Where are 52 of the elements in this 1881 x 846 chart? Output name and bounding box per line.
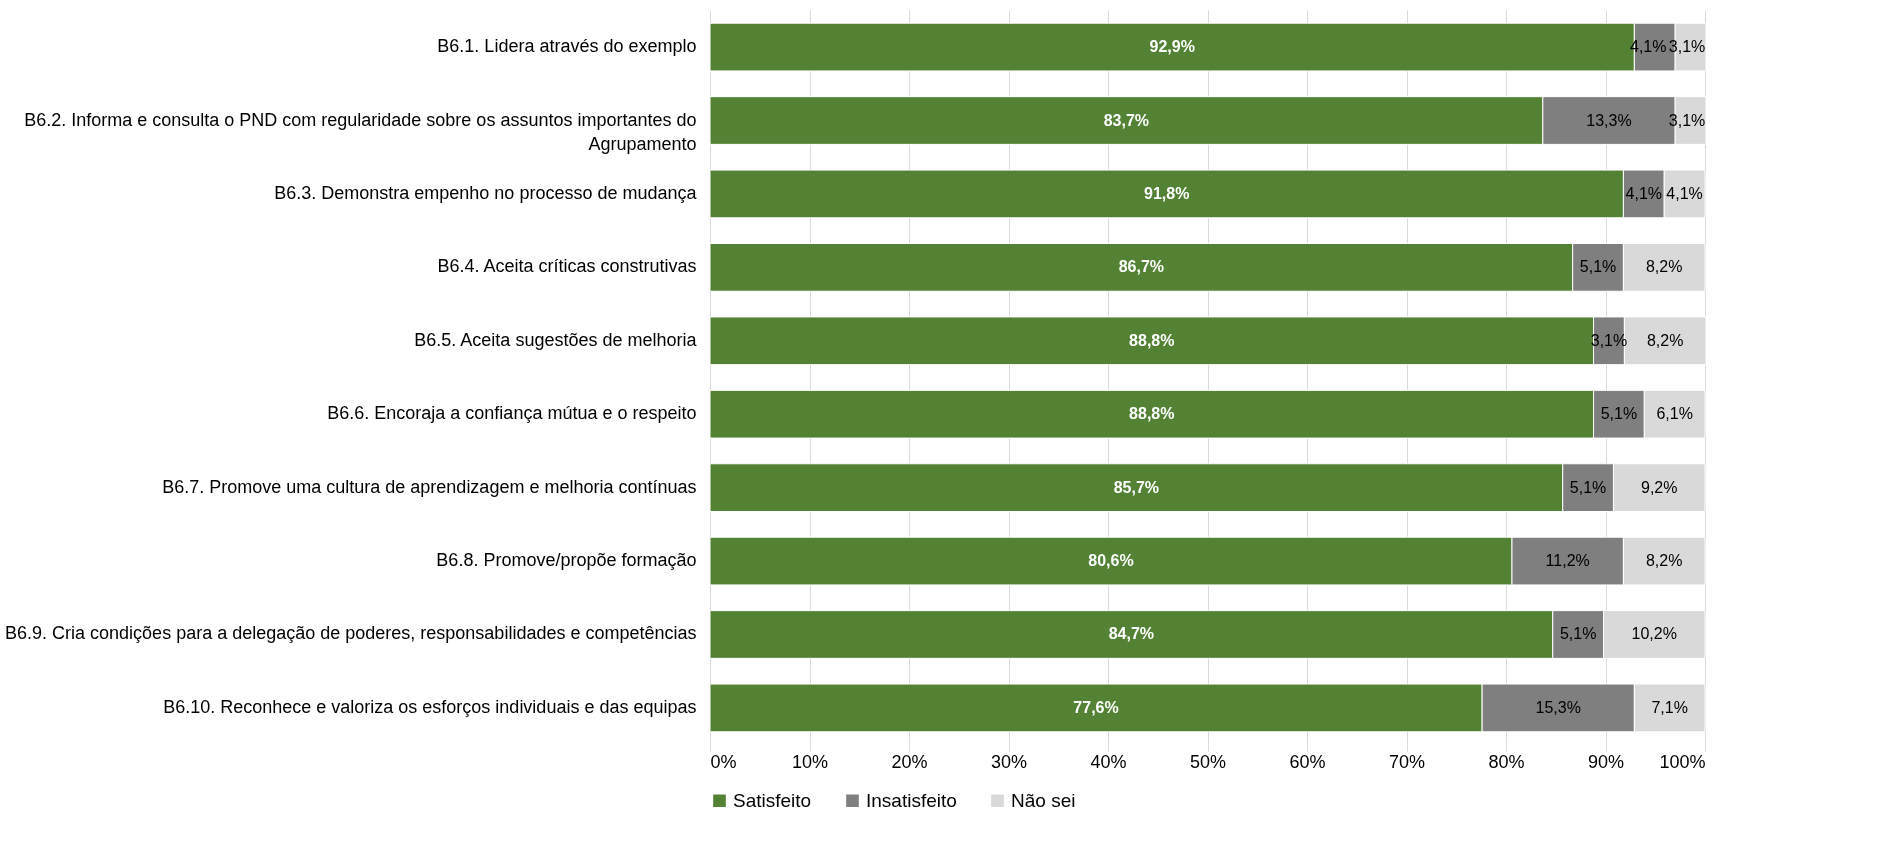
- x-tick-label: 0%: [710, 751, 737, 772]
- y-tick-label: B6.8. Promove/propõe formação: [436, 550, 697, 571]
- y-tick-label: B6.4. Aceita críticas construtivas: [437, 256, 697, 277]
- data-label: 85,7%: [1113, 478, 1160, 496]
- x-tick-label: 90%: [1587, 751, 1625, 772]
- data-label: 4,1%: [1666, 184, 1703, 202]
- data-label: 4,1%: [1625, 184, 1663, 202]
- x-tick-label: 40%: [1090, 751, 1127, 772]
- data-label: 13,3%: [1586, 111, 1632, 129]
- x-tick-label: 30%: [990, 751, 1028, 772]
- data-label: 5,1%: [1579, 258, 1617, 276]
- legend-label: Não sei: [1011, 789, 1076, 811]
- x-tick-label: 20%: [891, 751, 928, 772]
- x-tick-label: 10%: [791, 751, 829, 772]
- y-tick-label: B6.3. Demonstra empenho no processo de mudança: [274, 182, 698, 203]
- data-label: 8,2%: [1645, 552, 1683, 570]
- data-label: 9,2%: [1641, 478, 1678, 496]
- data-label: 88,8%: [1129, 405, 1175, 423]
- data-label: 77,6%: [1073, 698, 1119, 716]
- legend-label: Insatisfeito: [866, 789, 957, 811]
- data-label: 3,1%: [1668, 38, 1706, 56]
- data-label: 8,2%: [1646, 331, 1684, 349]
- y-tick-label: B6.2. Informa e consulta o PND com regularidade sobre os assuntos importantes do Agrupamento: [24, 109, 697, 154]
- y-tick-label: B6.9. Cria condições para a delegação de poderes, responsabilidades e competências: [5, 623, 697, 644]
- data-label: 7,1%: [1651, 698, 1688, 716]
- data-label: 15,3%: [1535, 698, 1581, 716]
- y-tick-label: B6.7. Promove uma cultura de aprendizagem e melhoria contínuas: [162, 476, 697, 497]
- x-tick-label: 50%: [1189, 751, 1227, 772]
- data-label: 80,6%: [1088, 552, 1134, 570]
- data-label: 3,1%: [1668, 111, 1706, 129]
- data-label: 11,2%: [1545, 552, 1590, 570]
- data-label: 92,9%: [1149, 38, 1195, 56]
- legend-label: Satisfeito: [733, 789, 812, 811]
- data-label: 6,1%: [1656, 405, 1693, 423]
- y-tick-label: B6.5. Aceita sugestões de melhoria: [414, 329, 698, 350]
- y-tick-label: B6.10. Reconhece e valoriza os esforços individuais e das equipas: [163, 696, 697, 717]
- y-tick-label: B6.1. Lidera através do exemplo: [437, 36, 697, 57]
- data-label: 5,1%: [1559, 625, 1597, 643]
- x-tick-label: 60%: [1289, 751, 1326, 772]
- data-label: 91,8%: [1144, 184, 1190, 202]
- data-label: 83,7%: [1103, 111, 1150, 129]
- x-tick-label: 100%: [1659, 751, 1706, 772]
- data-label: 8,2%: [1645, 258, 1683, 276]
- y-tick-label: B6.6. Encoraja a confiança mútua e o respeito: [327, 403, 697, 424]
- data-label: 5,1%: [1600, 405, 1638, 423]
- data-label: 88,8%: [1129, 331, 1175, 349]
- x-tick-label: 70%: [1388, 751, 1426, 772]
- data-label: 86,7%: [1118, 258, 1165, 276]
- data-label: 84,7%: [1108, 625, 1155, 643]
- x-tick-label: 80%: [1488, 751, 1525, 772]
- data-label: 5,1%: [1569, 478, 1607, 496]
- data-label: 10,2%: [1631, 625, 1677, 643]
